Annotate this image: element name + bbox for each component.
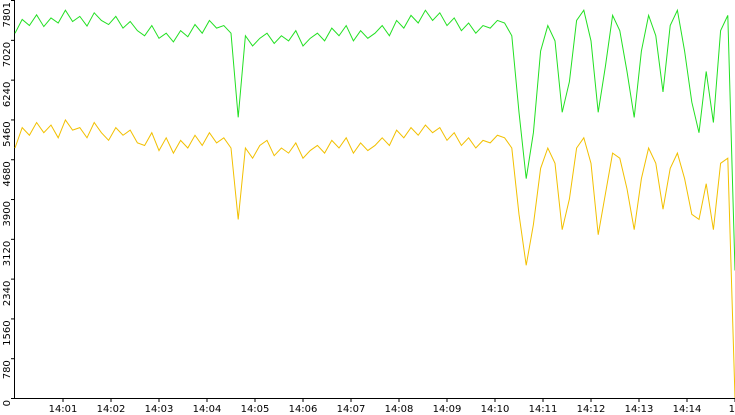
x-tick-label: 14:09 xyxy=(433,404,462,415)
x-tick-label: 14:07 xyxy=(337,404,366,415)
y-tick-label: 3900 xyxy=(2,201,13,226)
y-tick-label: 4680 xyxy=(2,161,13,186)
x-tick-label: 14:02 xyxy=(97,404,126,415)
series-line xyxy=(14,8,735,271)
x-tick-label: 14:10 xyxy=(481,404,510,415)
y-tick-label: 5460 xyxy=(2,121,13,146)
x-tick-label: 14:08 xyxy=(385,404,414,415)
x-tick-label: 14:13 xyxy=(625,404,654,415)
x-tick-label: 14:05 xyxy=(241,404,270,415)
x-tick-label: 14:11 xyxy=(529,404,558,415)
series-line xyxy=(14,118,735,399)
x-tick-label: 14:06 xyxy=(289,404,318,415)
y-tick-label: 2340 xyxy=(2,281,13,306)
x-tick-label: 14:14 xyxy=(673,404,702,415)
y-tick-label: 6240 xyxy=(2,82,13,107)
y-tick-label: 780 xyxy=(2,360,13,379)
x-tick-label: 14:12 xyxy=(577,404,606,415)
y-tick-label: 7801 xyxy=(2,2,13,27)
x-tick-label: 14 xyxy=(729,404,735,415)
y-tick-label: 3120 xyxy=(2,241,13,266)
x-tick-label: 14:04 xyxy=(193,404,222,415)
x-tick-label: 14:01 xyxy=(49,404,78,415)
y-tick-label: 0 xyxy=(2,400,13,406)
y-tick-label: 7020 xyxy=(2,42,13,67)
y-tick-label: 1560 xyxy=(2,320,13,345)
x-tick-label: 14:03 xyxy=(145,404,174,415)
